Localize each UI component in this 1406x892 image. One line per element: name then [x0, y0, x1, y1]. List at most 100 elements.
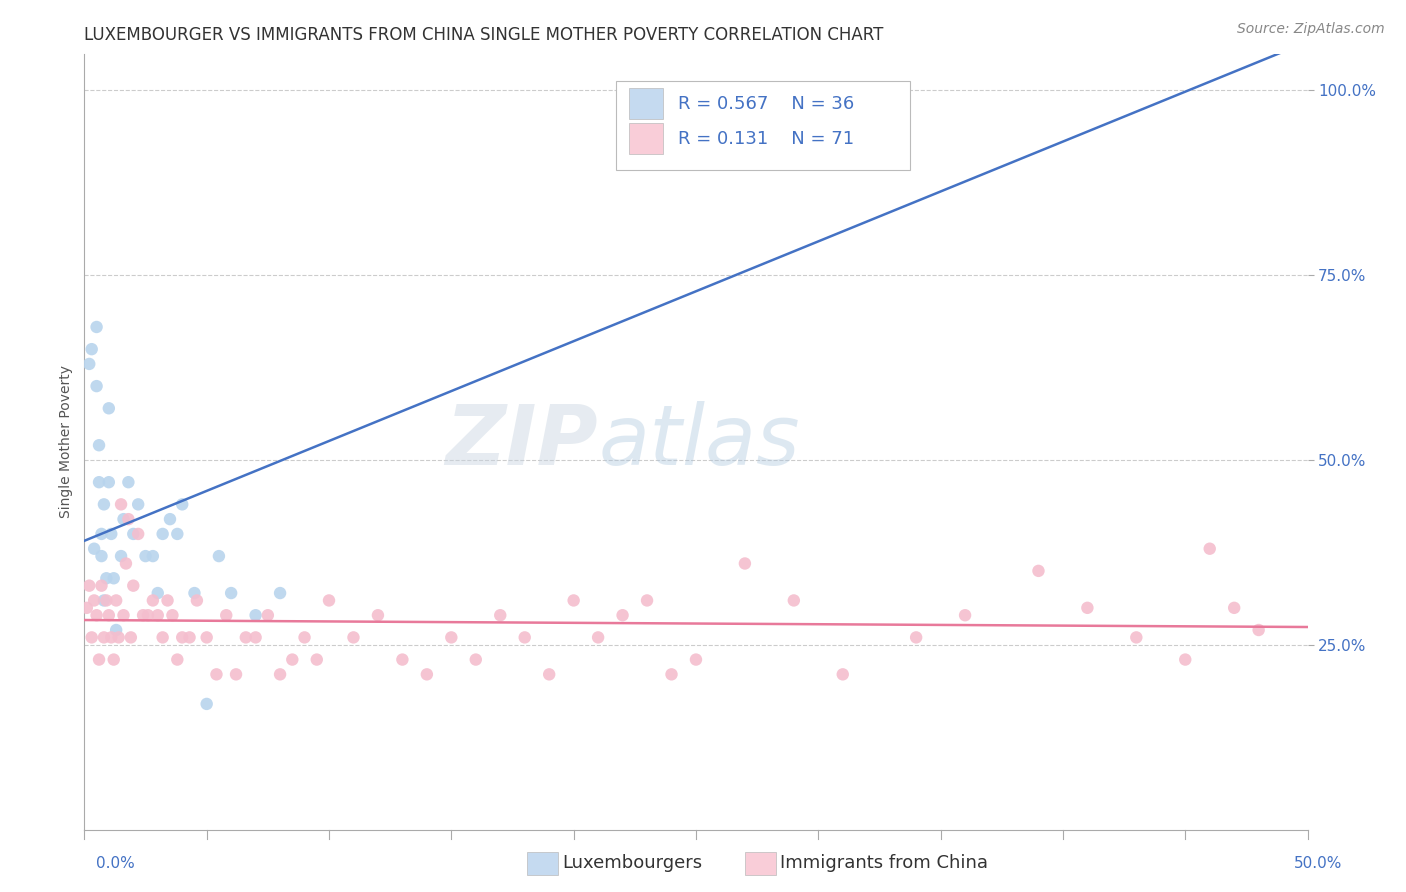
Point	[166, 652, 188, 666]
Point	[107, 631, 129, 645]
Point	[142, 593, 165, 607]
Point	[146, 608, 169, 623]
Point	[562, 593, 585, 607]
Point	[100, 527, 122, 541]
Point	[166, 527, 188, 541]
Point	[513, 631, 536, 645]
Point	[86, 379, 108, 393]
FancyBboxPatch shape	[628, 123, 664, 154]
Point	[80, 631, 103, 645]
Point	[93, 593, 115, 607]
Point	[103, 652, 125, 666]
Point	[1028, 564, 1050, 578]
Point	[87, 652, 110, 666]
Point	[172, 631, 194, 645]
Point	[195, 697, 218, 711]
Text: 0.0%: 0.0%	[96, 856, 135, 871]
FancyBboxPatch shape	[616, 80, 910, 170]
Point	[281, 652, 304, 666]
Point	[235, 631, 257, 645]
Point	[93, 497, 115, 511]
Point	[135, 549, 157, 563]
Text: atlas: atlas	[598, 401, 800, 482]
Point	[305, 652, 328, 666]
Point	[1198, 541, 1220, 556]
Point	[80, 342, 103, 356]
Point	[122, 527, 145, 541]
Point	[77, 579, 100, 593]
Point	[318, 593, 340, 607]
Point	[269, 667, 291, 681]
Point	[225, 667, 247, 681]
Point	[77, 357, 100, 371]
Point	[93, 631, 115, 645]
Point	[159, 512, 181, 526]
Point	[90, 527, 112, 541]
Point	[269, 586, 291, 600]
Point	[1223, 600, 1246, 615]
Point	[86, 608, 108, 623]
Point	[152, 631, 174, 645]
Point	[179, 631, 201, 645]
Text: Luxembourgers: Luxembourgers	[562, 855, 703, 872]
Point	[87, 438, 110, 452]
Point	[1125, 631, 1147, 645]
Point	[294, 631, 316, 645]
Point	[538, 667, 561, 681]
Point	[112, 512, 135, 526]
Point	[110, 549, 132, 563]
Point	[172, 497, 194, 511]
Point	[127, 527, 149, 541]
Point	[97, 475, 120, 490]
Point	[142, 549, 165, 563]
Point	[127, 497, 149, 511]
Point	[117, 475, 139, 490]
Point	[195, 631, 218, 645]
Point	[183, 586, 205, 600]
Text: R = 0.567    N = 36: R = 0.567 N = 36	[678, 95, 853, 113]
Point	[208, 549, 231, 563]
Point	[83, 541, 105, 556]
Point	[156, 593, 179, 607]
Point	[1247, 623, 1270, 637]
Point	[342, 631, 364, 645]
Text: LUXEMBOURGER VS IMMIGRANTS FROM CHINA SINGLE MOTHER POVERTY CORRELATION CHART: LUXEMBOURGER VS IMMIGRANTS FROM CHINA SI…	[84, 26, 884, 44]
Point	[489, 608, 512, 623]
Point	[120, 631, 142, 645]
Point	[612, 83, 634, 97]
Point	[146, 586, 169, 600]
Point	[96, 593, 118, 607]
Point	[219, 586, 242, 600]
Point	[90, 579, 112, 593]
Point	[245, 631, 267, 645]
Point	[136, 608, 159, 623]
Point	[96, 571, 118, 585]
Point	[1174, 652, 1197, 666]
Text: Source: ZipAtlas.com: Source: ZipAtlas.com	[1237, 22, 1385, 37]
Point	[391, 652, 413, 666]
Point	[100, 631, 122, 645]
Point	[97, 608, 120, 623]
Point	[132, 608, 155, 623]
FancyBboxPatch shape	[628, 88, 664, 120]
Point	[1076, 600, 1098, 615]
Point	[661, 667, 683, 681]
Point	[103, 571, 125, 585]
Point	[612, 608, 634, 623]
Point	[416, 667, 439, 681]
Point	[685, 652, 707, 666]
Point	[122, 579, 145, 593]
Point	[115, 557, 138, 571]
Point	[117, 512, 139, 526]
Point	[152, 527, 174, 541]
Y-axis label: Single Mother Poverty: Single Mother Poverty	[59, 365, 73, 518]
Point	[586, 631, 609, 645]
Point	[105, 623, 128, 637]
Point	[110, 497, 132, 511]
Point	[112, 608, 135, 623]
Point	[205, 667, 228, 681]
Point	[367, 608, 389, 623]
Text: R = 0.131    N = 71: R = 0.131 N = 71	[678, 130, 853, 148]
Point	[905, 631, 928, 645]
Point	[87, 475, 110, 490]
